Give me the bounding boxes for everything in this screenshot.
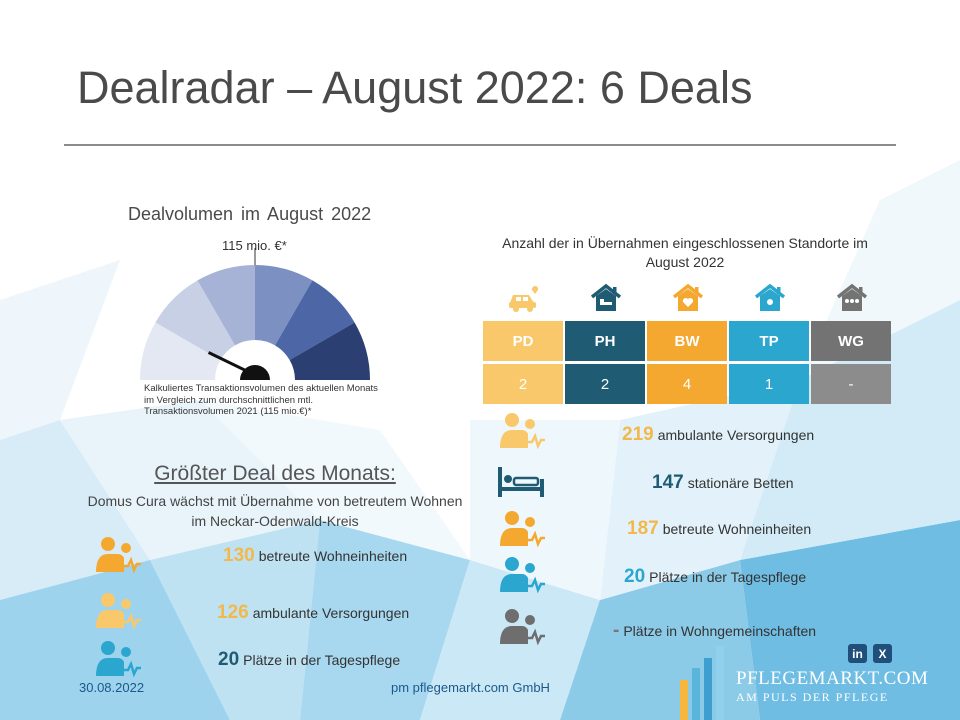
care-person-icon xyxy=(94,536,142,579)
stat-row: 126 ambulante Versorgungen xyxy=(217,602,409,624)
house-heart-icon xyxy=(671,283,705,318)
stat-row: 20 Plätze in der Tagespflege xyxy=(218,649,400,671)
standorte-value-wg: - xyxy=(811,364,891,404)
logo-tagline: AM PULS DER PFLEGE xyxy=(736,690,889,704)
stat-number: 126 xyxy=(217,602,249,623)
standorte-header-ph: PH xyxy=(565,321,645,361)
gauge-segment-5 xyxy=(275,280,355,360)
footer-company: pm pflegemarkt.com GmbH xyxy=(391,680,550,695)
stat-row: 187 betreute Wohneinheiten xyxy=(627,518,811,540)
bed-icon xyxy=(496,465,546,504)
gauge-needle-base xyxy=(240,365,270,380)
standorte-header-pd: PD xyxy=(483,321,563,361)
deal-title: Größter Deal des Monats: xyxy=(154,462,396,485)
gauge-segment-1 xyxy=(140,322,221,380)
stat-row: 20 Plätze in der Tagespflege xyxy=(624,566,806,588)
standorte-value-pd: 2 xyxy=(483,364,563,404)
stat-row: - Plätze in Wohngemeinschaften xyxy=(613,620,816,642)
care-person-icon xyxy=(498,510,546,553)
care-person-icon xyxy=(498,412,546,455)
gauge-title: Dealvolumen im August 2022 xyxy=(128,204,372,224)
standorte-title: Anzahl der in Übernahmen eingeschlossene… xyxy=(502,235,868,270)
stat-label: Plätze in der Tagespflege xyxy=(243,652,401,668)
standorte-value-bw: 4 xyxy=(647,364,727,404)
standorte-value-tp: 1 xyxy=(729,364,809,404)
title-divider xyxy=(64,144,896,146)
standorte-header-bw: BW xyxy=(647,321,727,361)
standorte-header-wg: WG xyxy=(811,321,891,361)
gauge-chart xyxy=(140,248,370,384)
care-person-icon xyxy=(498,556,546,599)
stat-label: Plätze in der Tagespflege xyxy=(649,569,807,585)
gauge-segment-3 xyxy=(197,265,255,346)
stat-row: 147 stationäre Betten xyxy=(652,472,794,494)
stat-row: 130 betreute Wohneinheiten xyxy=(223,545,407,567)
stat-number: 20 xyxy=(624,566,646,587)
logo-name: PFLEGEMARKT.COM xyxy=(736,668,929,689)
stat-label: betreute Wohneinheiten xyxy=(662,521,812,537)
care-person-icon xyxy=(498,608,546,651)
page-title: Dealradar – August 2022: 6 Deals xyxy=(77,62,753,113)
gauge-value-label: 115 mio. €* xyxy=(222,238,287,253)
care-person-icon xyxy=(94,592,142,635)
house-people-icon xyxy=(835,283,869,318)
stat-number: 187 xyxy=(627,518,659,539)
stat-label: betreute Wohneinheiten xyxy=(258,548,408,564)
stat-label: Plätze in Wohngemeinschaften xyxy=(623,623,817,639)
footer-date: 30.08.2022 xyxy=(79,680,145,695)
pflegemarkt-logo-icon xyxy=(680,646,724,720)
stat-number: - xyxy=(613,620,620,641)
stat-number: 147 xyxy=(652,472,684,493)
stat-number: 130 xyxy=(223,545,255,566)
care-person-icon xyxy=(94,640,142,683)
stat-label: ambulante Versorgungen xyxy=(657,427,815,443)
gauge-segment-2 xyxy=(155,280,235,360)
stat-label: stationäre Betten xyxy=(687,475,794,491)
linkedin-icon[interactable]: in xyxy=(848,644,867,663)
house-bed-icon xyxy=(589,283,623,318)
gauge-segment-6 xyxy=(289,322,370,380)
deal-subtitle: Domus Cura wächst mit Übernahme von betr… xyxy=(87,493,463,529)
gauge-segment-4 xyxy=(255,265,313,346)
standorte-value-ph: 2 xyxy=(565,364,645,404)
gauge-segments xyxy=(140,265,370,380)
car-care-icon xyxy=(507,283,541,318)
gauge-note: Kalkuliertes Transaktionsvolumen des akt… xyxy=(144,383,378,417)
stat-number: 20 xyxy=(218,649,240,670)
standorte-header-tp: TP xyxy=(729,321,809,361)
stat-row: 219 ambulante Versorgungen xyxy=(622,424,814,446)
stat-number: 219 xyxy=(622,424,654,445)
house-sun-icon xyxy=(753,283,787,318)
xing-icon[interactable]: X xyxy=(873,644,892,663)
stat-label: ambulante Versorgungen xyxy=(252,605,410,621)
